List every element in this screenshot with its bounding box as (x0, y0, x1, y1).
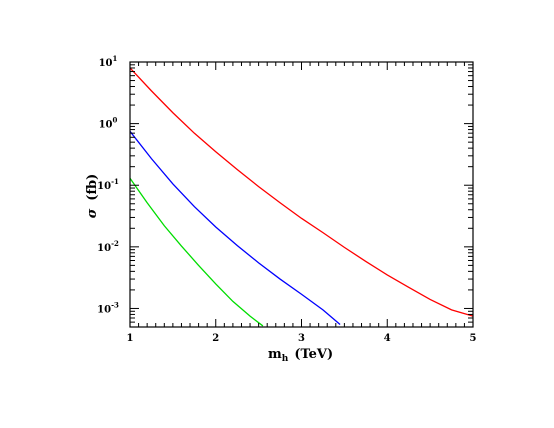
y-tick-label-base: 10 (99, 58, 113, 69)
y-tick-label: 100 (99, 116, 118, 131)
y-tick-label-exponent: 0 (113, 116, 118, 125)
x-axis-label-sub: h (282, 354, 289, 364)
x-axis-label: mh (TeV) (268, 347, 333, 364)
y-tick-label-base: 10 (97, 243, 111, 254)
y-axis-label-symbol: σ (85, 208, 100, 218)
x-axis-label-unit: (TeV) (294, 347, 333, 362)
x-tick-label: 5 (470, 333, 477, 344)
y-tick-label: 10-1 (97, 177, 119, 192)
x-axis-label-main: m (268, 347, 282, 362)
y-tick-label-exponent: 1 (113, 54, 118, 63)
y-tick-label-exponent: -1 (111, 177, 119, 186)
y-tick-label: 101 (99, 54, 118, 69)
y-tick-label: 10-2 (97, 239, 119, 254)
y-tick-label-base: 10 (97, 181, 111, 192)
y-tick-label: 10-3 (97, 300, 119, 315)
y-tick-label-base: 10 (99, 120, 113, 131)
series-layer (129, 67, 474, 327)
x-tick-label: 4 (384, 333, 391, 344)
x-tick-label: 1 (127, 333, 134, 344)
series-line-3 (129, 177, 264, 327)
series-line-1 (129, 67, 474, 317)
series-line-2 (129, 130, 341, 325)
y-tick-label-exponent: -2 (111, 239, 119, 248)
y-axis-label: σ (fb) (85, 174, 100, 219)
y-tick-label-exponent: -3 (111, 300, 119, 309)
y-axis-label-unit: (fb) (85, 174, 100, 201)
y-tick-label-base: 10 (97, 304, 111, 315)
x-tick-label: 2 (212, 333, 219, 344)
plot-frame (129, 61, 474, 328)
x-tick-label: 3 (298, 333, 305, 344)
